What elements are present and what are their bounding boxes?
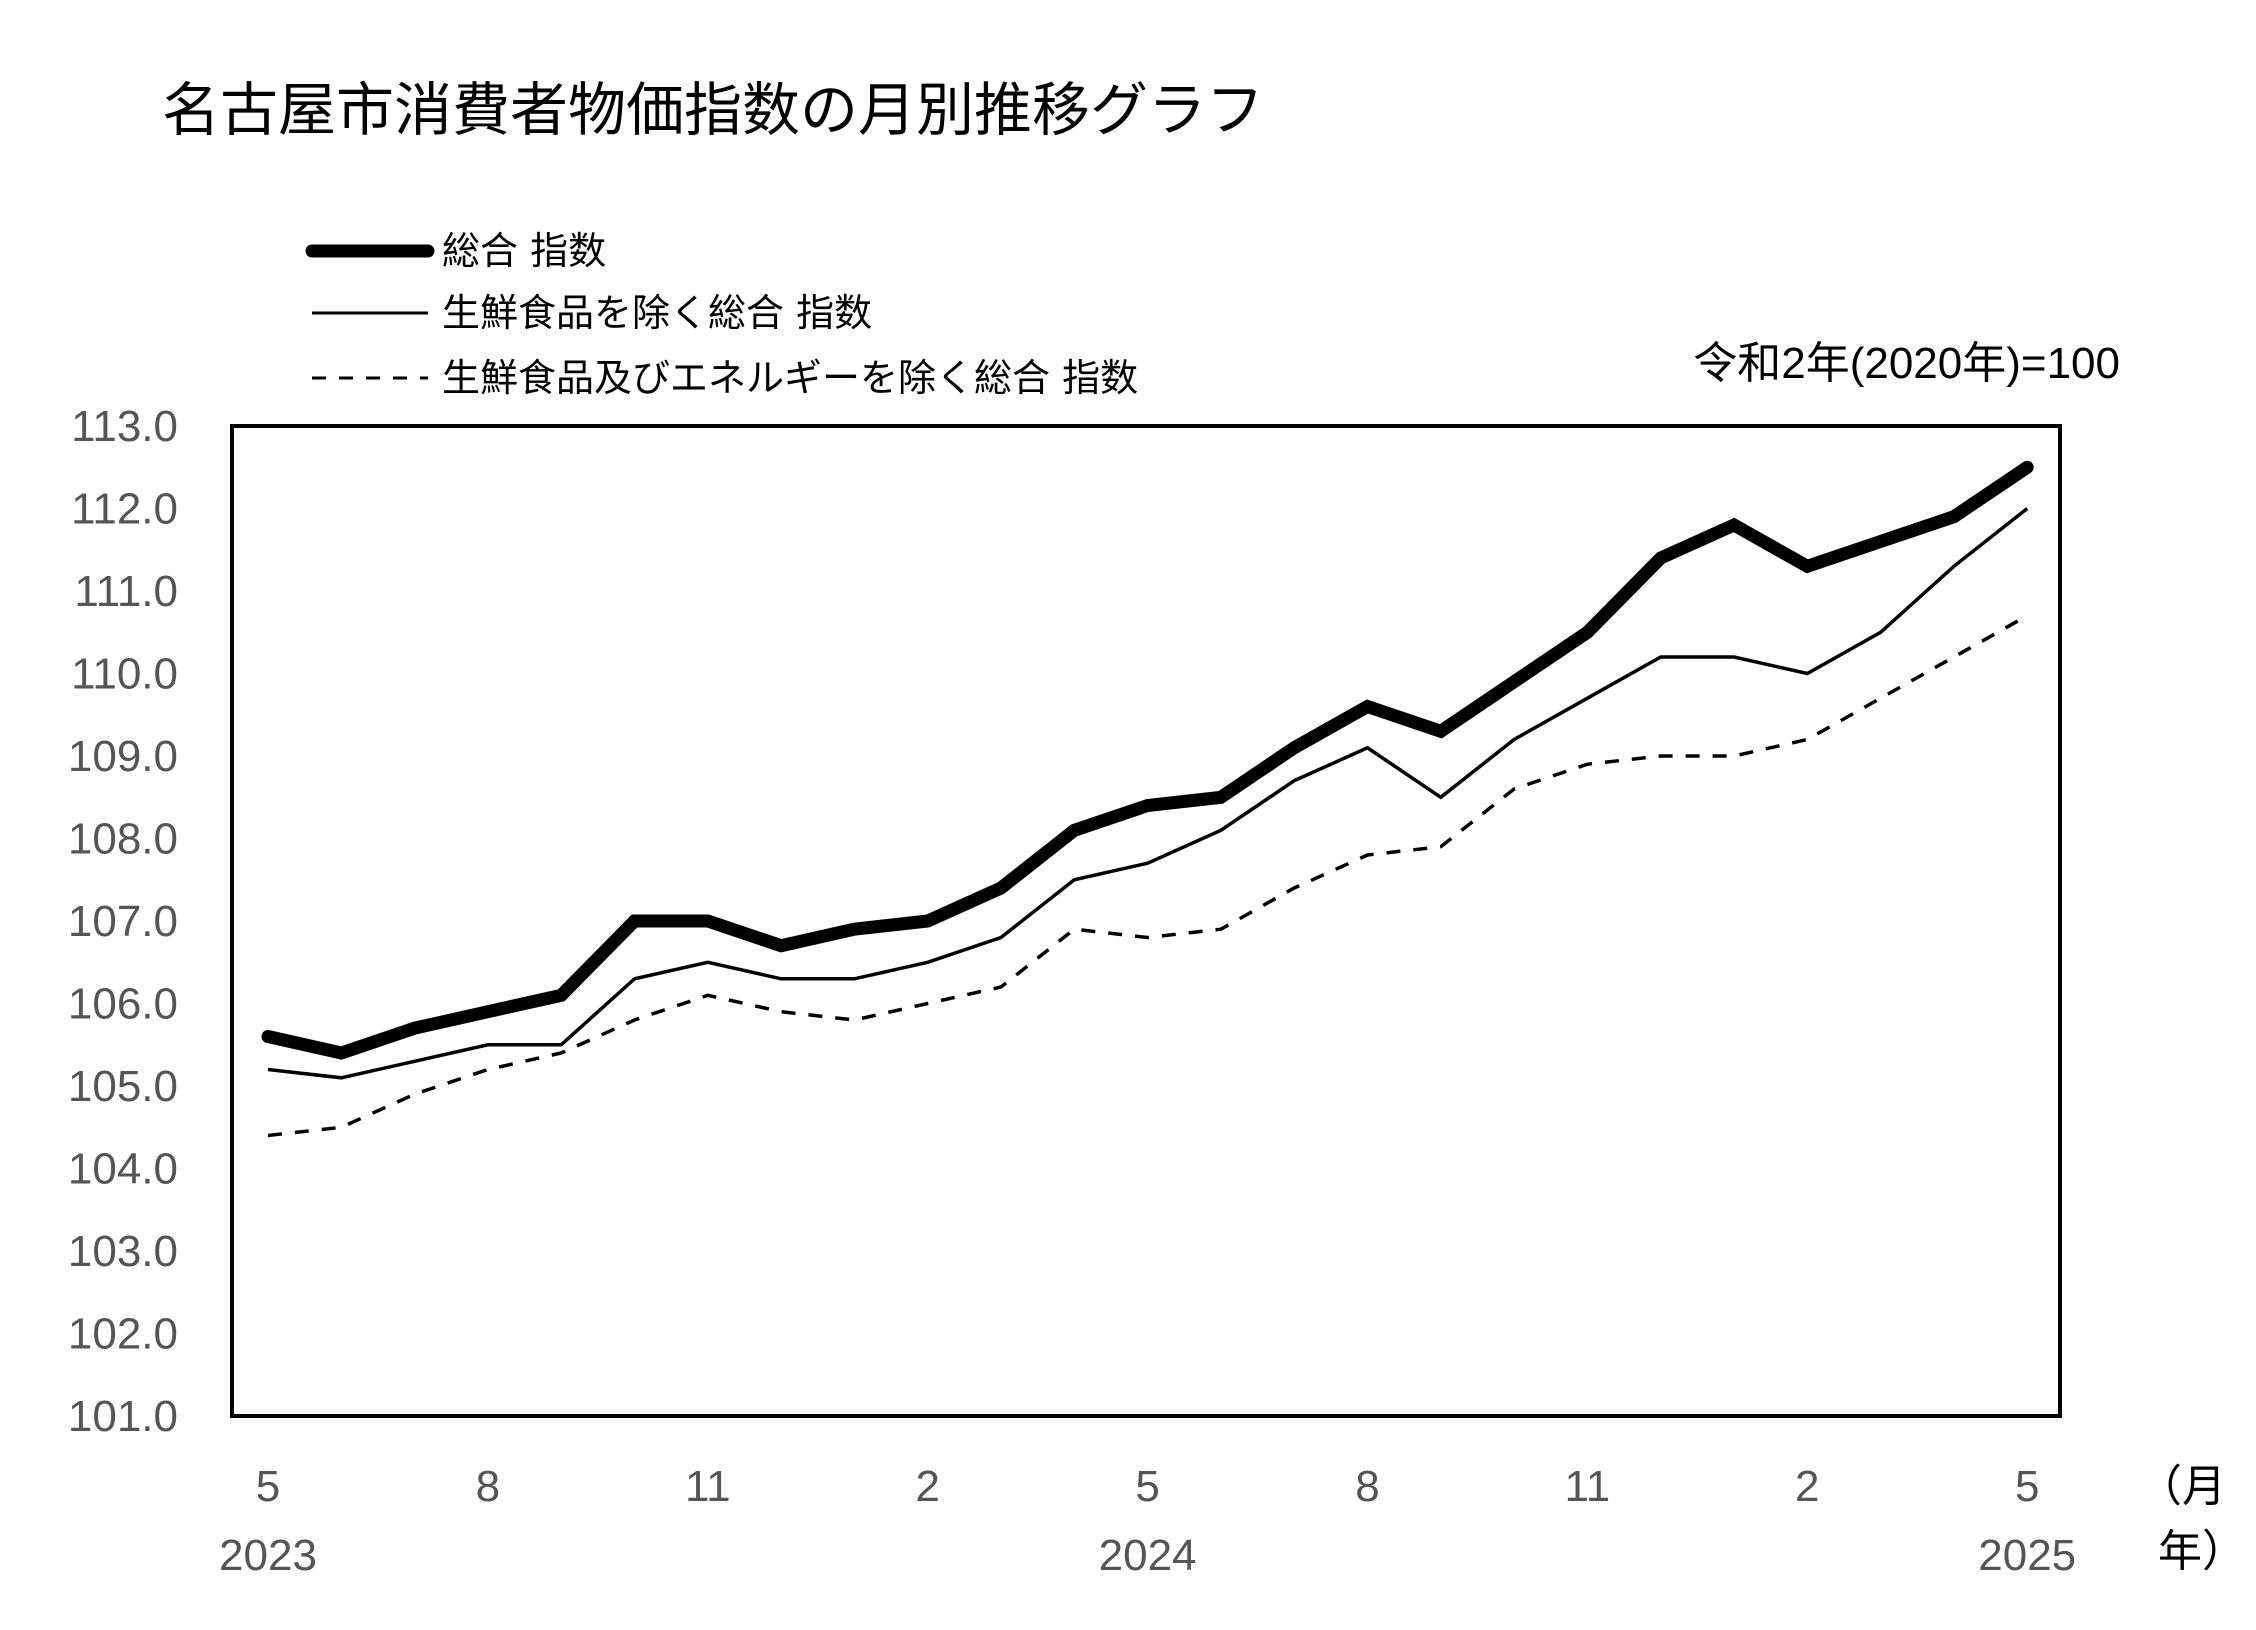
x-tick-label: 11: [1565, 1462, 1611, 1511]
x-unit-year: 年）: [2158, 1526, 2246, 1577]
chart-title: 名古屋市消費者物価指数の月別推移グラフ: [162, 76, 1264, 144]
y-tick-label: 109.0: [68, 732, 178, 781]
legend: 総合 指数 生鮮食品を除く総合 指数 生鮮食品及びエネルギーを除く総合 指数: [305, 229, 1138, 400]
x-year-label: 2025: [1978, 1531, 2076, 1580]
y-tick-label: 113.0: [71, 402, 178, 451]
y-tick-label: 102.0: [68, 1310, 178, 1359]
legend-label-core-core: 生鮮食品及びエネルギーを除く総合 指数: [442, 356, 1138, 400]
x-tick-label: 5: [256, 1462, 280, 1511]
x-tick-label: 2: [1795, 1462, 1819, 1511]
y-tick-label: 107.0: [68, 897, 178, 946]
series-line-core: [267, 507, 2029, 1080]
x-tick-label: 8: [476, 1462, 500, 1511]
x-year-label: 2023: [219, 1531, 317, 1580]
base-year-note: 令和2年(2020年)=100: [1693, 339, 2120, 388]
y-tick-label: 108.0: [68, 815, 178, 864]
series-layer: [261, 460, 2034, 1138]
y-tick-label: 112.0: [71, 485, 178, 534]
x-tick-label: 11: [685, 1462, 731, 1511]
x-unit-month: （月: [2138, 1461, 2226, 1512]
y-tick-label: 110.0: [71, 650, 178, 699]
x-axis-month-ticks: 5 8 11 2 5 8 11 2 5: [256, 1462, 2040, 1511]
y-tick-label: 103.0: [68, 1227, 178, 1276]
y-tick-label: 101.0: [68, 1392, 178, 1441]
y-tick-label: 106.0: [68, 980, 178, 1029]
x-tick-label: 5: [1135, 1462, 1159, 1511]
y-tick-label: 111.0: [74, 567, 178, 616]
x-year-label: 2024: [1099, 1531, 1197, 1580]
series-line-core-core: [267, 614, 2029, 1138]
legend-label-core: 生鮮食品を除く総合 指数: [442, 291, 872, 335]
y-axis-ticks: 101.0 102.0 103.0 104.0 105.0 106.0 107.0 108.0…: [68, 402, 178, 1441]
plot-frame: [230, 424, 2062, 1418]
x-tick-label: 8: [1355, 1462, 1379, 1511]
series-line-total: [261, 460, 2034, 1060]
x-axis-year-ticks: 2023 2024 2025: [219, 1531, 2076, 1580]
y-tick-label: 105.0: [68, 1062, 178, 1111]
x-tick-label: 2: [915, 1462, 939, 1511]
y-tick-label: 104.0: [68, 1145, 178, 1194]
legend-label-total: 総合 指数: [442, 229, 606, 273]
x-tick-label: 5: [2015, 1462, 2039, 1511]
